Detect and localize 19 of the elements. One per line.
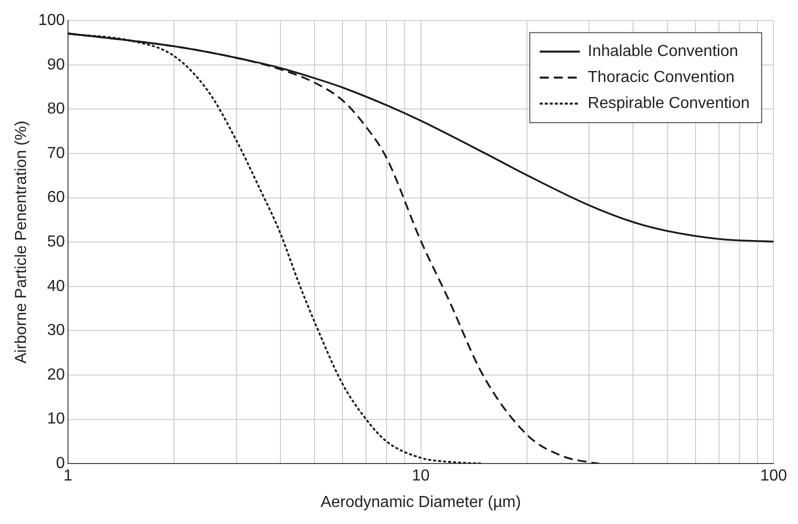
legend-label: Respirable Convention — [588, 95, 750, 112]
x-axis-title: Aerodynamic Diameter (µm) — [320, 494, 521, 511]
y-tick-label: 80 — [47, 100, 65, 118]
x-tick-label: 10 — [412, 468, 430, 485]
x-tick-label: 1 — [63, 468, 72, 485]
legend-label: Thoracic Convention — [588, 69, 735, 86]
y-tick-label: 90 — [47, 56, 65, 74]
y-tick-label: 60 — [47, 189, 65, 206]
y-tick-label: 50 — [47, 234, 65, 251]
y-tick-label: 20 — [47, 366, 65, 384]
y-tick-label: 0 — [56, 455, 65, 472]
legend-label: Inhalable Convention — [588, 43, 738, 60]
y-axis-title: Airborne Particle Penentration (%) — [13, 120, 30, 364]
y-tick-label: 40 — [47, 278, 65, 295]
y-tick-label: 70 — [47, 144, 65, 162]
y-tick-label: 100 — [38, 12, 65, 30]
x-tick-label: 100 — [760, 468, 788, 485]
y-tick-label: 30 — [47, 322, 65, 340]
y-tick-label: 10 — [47, 410, 65, 428]
